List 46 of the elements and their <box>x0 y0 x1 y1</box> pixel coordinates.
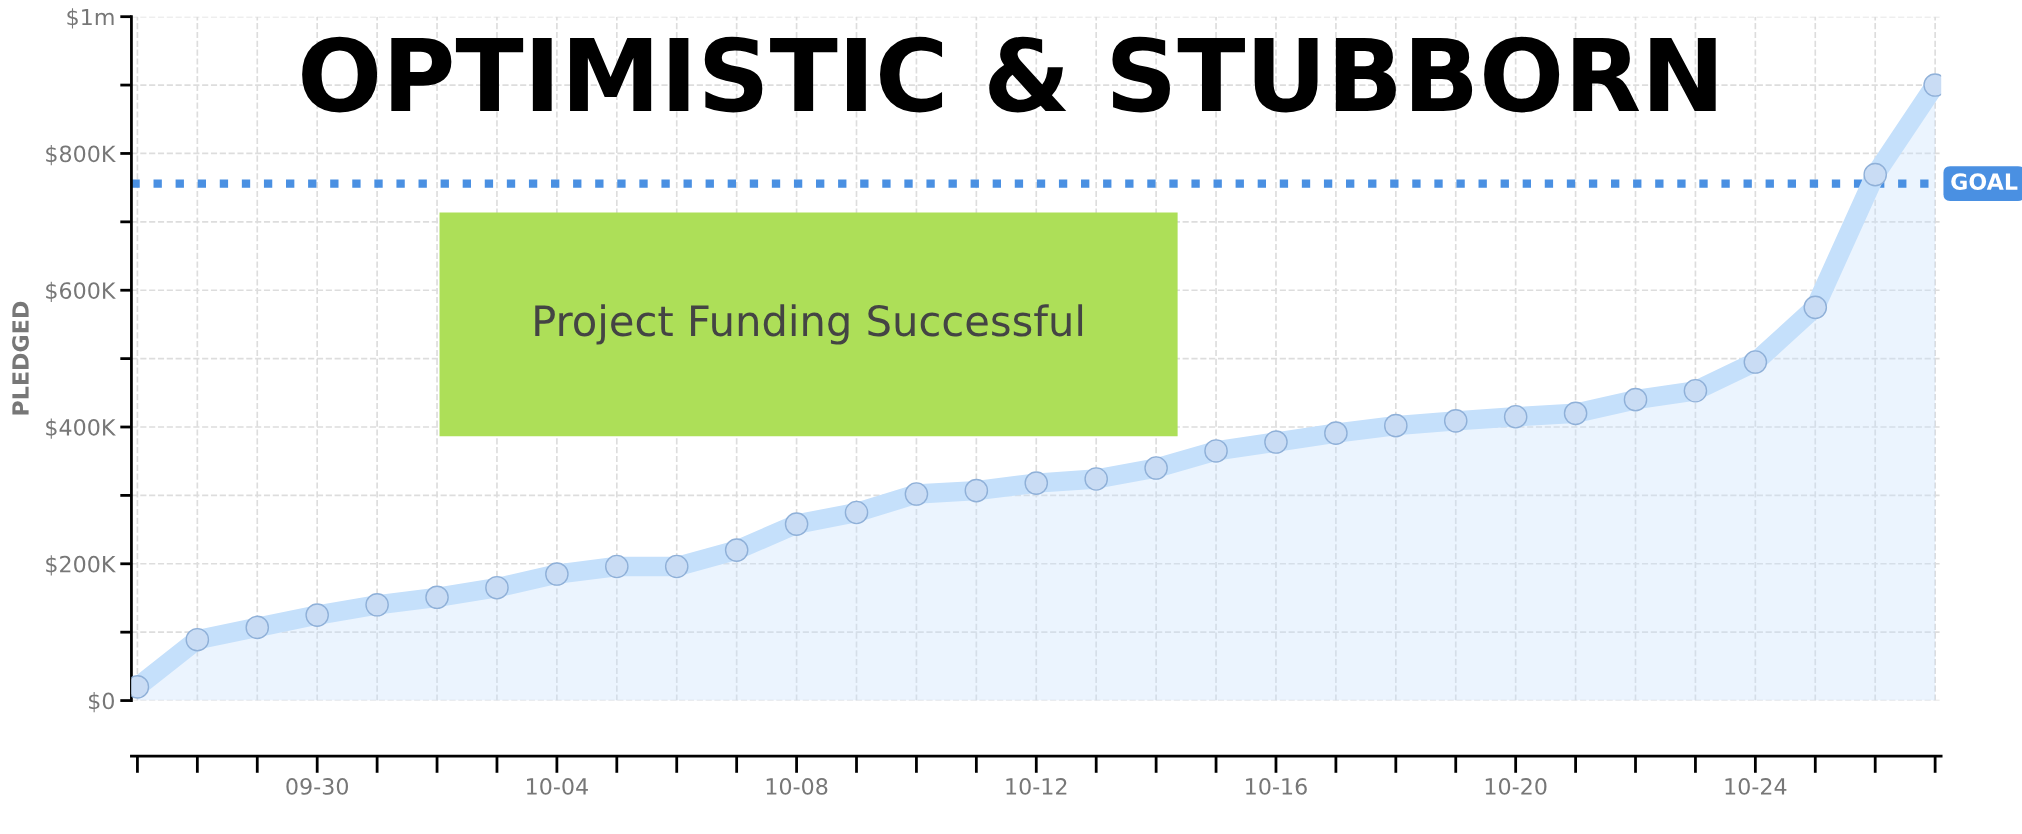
point <box>904 482 929 506</box>
y-tick-label: $200K <box>46 555 116 576</box>
point <box>1024 471 1049 495</box>
point <box>425 585 449 610</box>
point <box>1144 456 1168 480</box>
point <box>245 615 270 640</box>
point <box>1623 387 1648 412</box>
y-tick-label: $400K <box>46 418 116 439</box>
point <box>1384 413 1408 438</box>
point <box>964 478 989 503</box>
point <box>1084 467 1109 491</box>
annotation: Project Funding Successful <box>535 304 1083 345</box>
point <box>365 593 389 617</box>
x-tick-label: 09-30 <box>286 778 348 795</box>
y-tick-label: $600K <box>46 281 116 302</box>
point <box>305 603 329 627</box>
x-tick-label: 10-16 <box>1246 778 1307 795</box>
point <box>1743 350 1768 374</box>
point <box>844 500 869 525</box>
ref-line-label: GOAL <box>1951 173 2018 190</box>
point <box>724 538 749 562</box>
chart-title: OPTIMISTIC & STUBBORN <box>302 36 1716 113</box>
point <box>1683 378 1708 403</box>
point <box>1264 430 1288 454</box>
y-axis-title: PLEDGED <box>12 301 29 415</box>
point <box>1324 421 1348 445</box>
point <box>1204 439 1228 463</box>
x-tick-label: 10-20 <box>1485 778 1547 795</box>
x-tick-label: 10-08 <box>766 778 828 795</box>
point <box>605 554 629 579</box>
y-tick-label: $1m <box>67 8 114 29</box>
x-tick-label: 10-24 <box>1725 778 1787 795</box>
point <box>485 575 509 600</box>
y-tick-label: $800K <box>46 145 116 166</box>
point <box>784 512 809 536</box>
point <box>1863 162 1888 187</box>
point <box>1503 404 1528 429</box>
x-tick-label: 10-12 <box>1006 778 1067 795</box>
point <box>545 562 569 586</box>
y-tick-label: $0 <box>89 692 114 713</box>
point <box>1563 401 1588 426</box>
point <box>185 627 210 652</box>
point <box>1803 295 1828 320</box>
point <box>1443 409 1468 433</box>
x-tick-label: 10-04 <box>527 778 588 795</box>
point <box>664 554 689 579</box>
